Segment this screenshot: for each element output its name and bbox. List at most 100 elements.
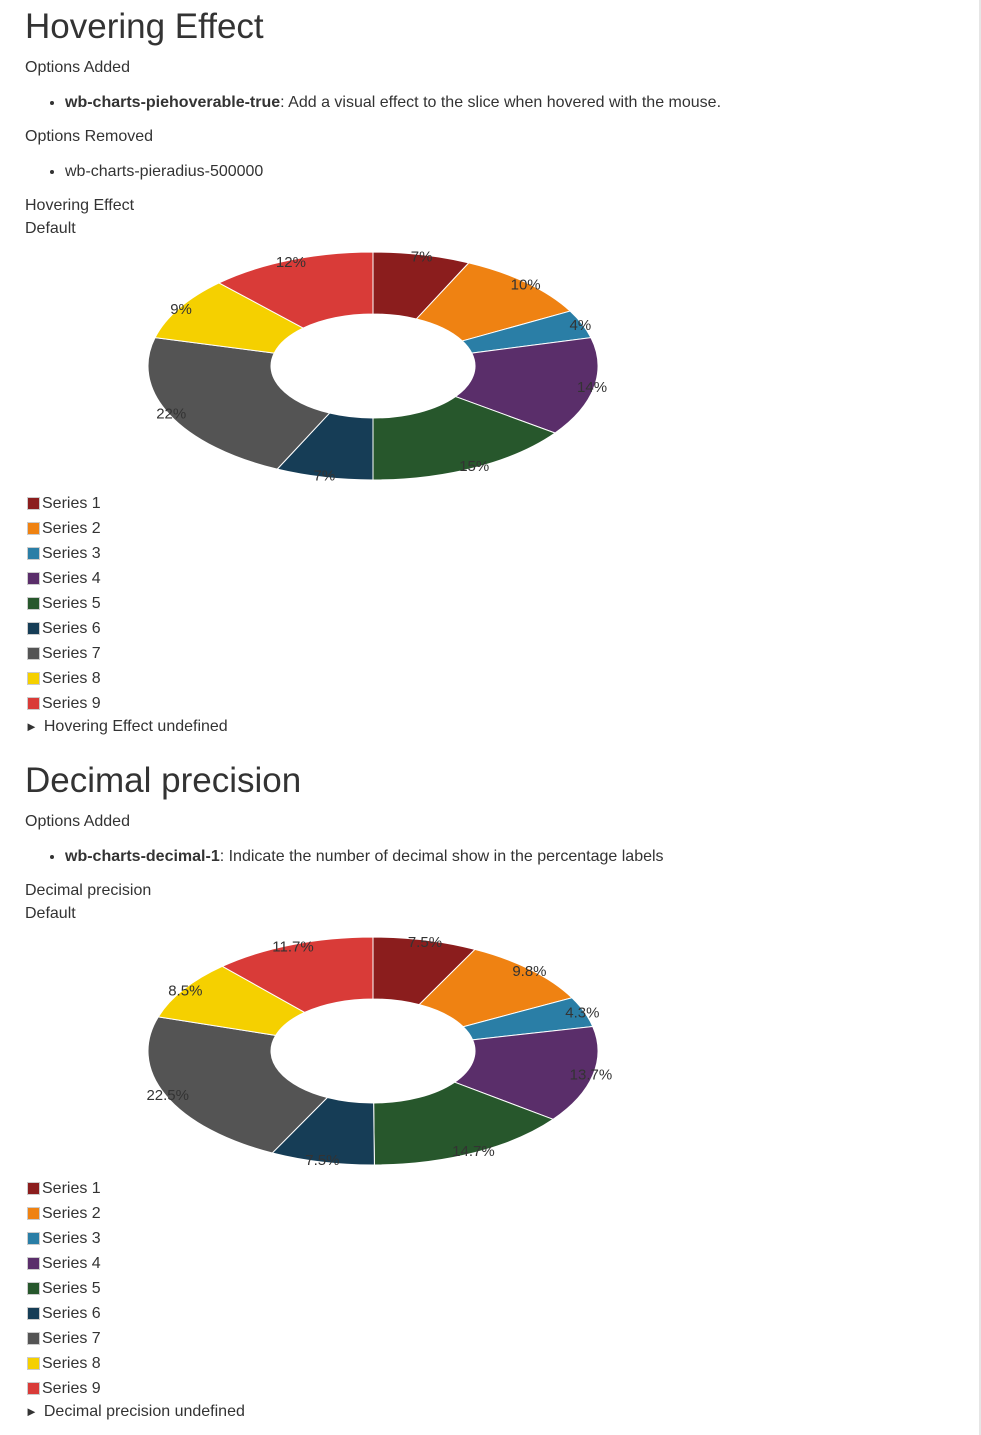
legend-item-series-7: Series 7	[25, 641, 101, 666]
options-added-label: Options Added	[25, 59, 130, 76]
slice-label-series-8: 8.5%	[168, 983, 202, 1000]
legend-item-series-6: Series 6	[25, 1301, 101, 1326]
legend-label: Series 6	[42, 620, 101, 637]
legend-swatch	[27, 1357, 40, 1370]
legend-swatch	[27, 697, 40, 710]
legend-label: Series 9	[42, 1380, 101, 1397]
pie-slice-series-5[interactable]	[372, 396, 557, 481]
legend-label: Series 8	[42, 670, 101, 687]
legend-item-series-3: Series 3	[25, 541, 101, 566]
slice-labels: 7.5% 9.8% 4.3% 13.7% 14.7% 7.5% 22.5% 8.5% 11.7%	[146, 934, 612, 1169]
legend-swatch	[27, 1282, 40, 1295]
details-toggle-decimal[interactable]: ► Decimal precision undefined	[25, 1401, 245, 1423]
legend-label: Series 1	[42, 1180, 101, 1197]
legend-swatch	[27, 522, 40, 535]
legend-item-series-5: Series 5	[25, 1276, 101, 1301]
slice-label-series-5: 15%	[459, 458, 489, 475]
legend-swatch	[27, 1207, 40, 1220]
donut-chart-decimal: 7.5% 9.8% 4.3% 13.7% 14.7% 7.5% 22.5% 8.5% 11.7%	[146, 934, 612, 1169]
options-removed-list: wb-charts-pieradius-500000	[25, 161, 263, 183]
chart-caption-sub: Default	[25, 905, 76, 922]
page-right-border	[979, 0, 981, 1435]
legend-swatch	[27, 1182, 40, 1195]
legend-swatch	[27, 497, 40, 510]
legend-label: Series 6	[42, 1305, 101, 1322]
legend-label: Series 2	[42, 520, 101, 537]
legend-label: Series 1	[42, 495, 101, 512]
legend-item-series-1: Series 1	[25, 491, 101, 516]
legend-label: Series 2	[42, 1205, 101, 1222]
legend-label: Series 7	[42, 645, 101, 662]
legend-item-series-7: Series 7	[25, 1326, 101, 1351]
legend-item-series-8: Series 8	[25, 666, 101, 691]
legend-item-series-3: Series 3	[25, 1226, 101, 1251]
legend-item-series-6: Series 6	[25, 616, 101, 641]
slice-label-series-3: 4%	[569, 317, 591, 334]
slice-labels: 7% 10% 4% 14% 15% 7% 22% 9% 12%	[156, 249, 607, 485]
option-code: wb-charts-piehoverable-true	[65, 94, 281, 111]
legend-item-series-2: Series 2	[25, 516, 101, 541]
pie-slice-series-5[interactable]	[373, 1081, 555, 1166]
slice-label-series-5: 14.7%	[452, 1143, 495, 1160]
legend-item-series-9: Series 9	[25, 691, 101, 716]
legend-label: Series 3	[42, 1230, 101, 1247]
slice-label-series-6: 7.5%	[305, 1152, 339, 1169]
legend-label: Series 4	[42, 1255, 101, 1272]
slice-label-series-8: 9%	[170, 301, 192, 318]
legend-item-series-8: Series 8	[25, 1351, 101, 1376]
slice-label-series-4: 14%	[577, 379, 607, 396]
legend-swatch	[27, 622, 40, 635]
legend-label: Series 9	[42, 695, 101, 712]
legend-label: Series 5	[42, 595, 101, 612]
chart-caption: Decimal precision	[25, 882, 152, 899]
slice-label-series-3: 4.3%	[565, 1004, 599, 1021]
option-code: wb-charts-decimal-1	[65, 848, 220, 865]
legend-swatch	[27, 672, 40, 685]
section-heading-decimal: Decimal precision	[25, 761, 302, 800]
options-added-list: wb-charts-decimal-1: Indicate the number…	[25, 846, 664, 868]
pie-slice-series-7[interactable]	[147, 337, 331, 470]
legend-item-series-4: Series 4	[25, 1251, 101, 1276]
legend-swatch	[27, 1382, 40, 1395]
triangle-right-icon: ►	[25, 719, 38, 734]
option-item: wb-charts-decimal-1: Indicate the number…	[65, 846, 664, 868]
chart-caption: Hovering Effect	[25, 197, 135, 214]
legend-item-series-9: Series 9	[25, 1376, 101, 1401]
slice-label-series-7: 22%	[156, 406, 186, 423]
legend-label: Series 8	[42, 1355, 101, 1372]
option-desc: : Add a visual effect to the slice when …	[280, 94, 722, 111]
legend-label: Series 5	[42, 1280, 101, 1297]
details-label: Decimal precision undefined	[43, 1403, 245, 1420]
details-toggle-hovering[interactable]: ► Hovering Effect undefined	[25, 716, 228, 738]
option-item: wb-charts-piehoverable-true: Add a visua…	[65, 92, 721, 114]
triangle-right-icon: ►	[25, 1404, 38, 1419]
donut-chart-hovering: 7% 10% 4% 14% 15% 7% 22% 9% 12%	[147, 249, 607, 485]
slices	[147, 936, 599, 1166]
legend-item-series-4: Series 4	[25, 566, 101, 591]
slice-label-series-6: 7%	[314, 467, 336, 484]
legend-label: Series 7	[42, 1330, 101, 1347]
legend-swatch	[27, 1332, 40, 1345]
slices	[147, 251, 599, 481]
option-desc: : Indicate the number of decimal show in…	[219, 848, 664, 865]
legend-label: Series 4	[42, 570, 101, 587]
legend-swatch	[27, 647, 40, 660]
slice-label-series-7: 22.5%	[146, 1087, 189, 1104]
legend-swatch	[27, 1232, 40, 1245]
details-label: Hovering Effect undefined	[43, 718, 228, 735]
pie-slice-series-4[interactable]	[453, 1025, 599, 1120]
slice-label-series-1: 7.5%	[408, 934, 442, 951]
slice-label-series-2: 9.8%	[512, 963, 546, 980]
pie-slice-series-7[interactable]	[147, 1016, 329, 1154]
chart-caption-sub: Default	[25, 220, 76, 237]
slice-label-series-9: 11.7%	[272, 938, 313, 955]
slice-label-series-1: 7%	[411, 249, 433, 266]
legend-swatch	[27, 1257, 40, 1270]
chart-legend-hovering: Series 1 Series 2 Series 3 Series 4 Series 5…	[25, 491, 101, 716]
options-added-label: Options Added	[25, 813, 130, 830]
options-added-list: wb-charts-piehoverable-true: Add a visua…	[25, 92, 721, 114]
legend-item-series-5: Series 5	[25, 591, 101, 616]
pie-slice-series-9[interactable]	[221, 936, 374, 1013]
slice-label-series-2: 10%	[511, 276, 541, 293]
pie-slice-series-9[interactable]	[217, 251, 374, 329]
